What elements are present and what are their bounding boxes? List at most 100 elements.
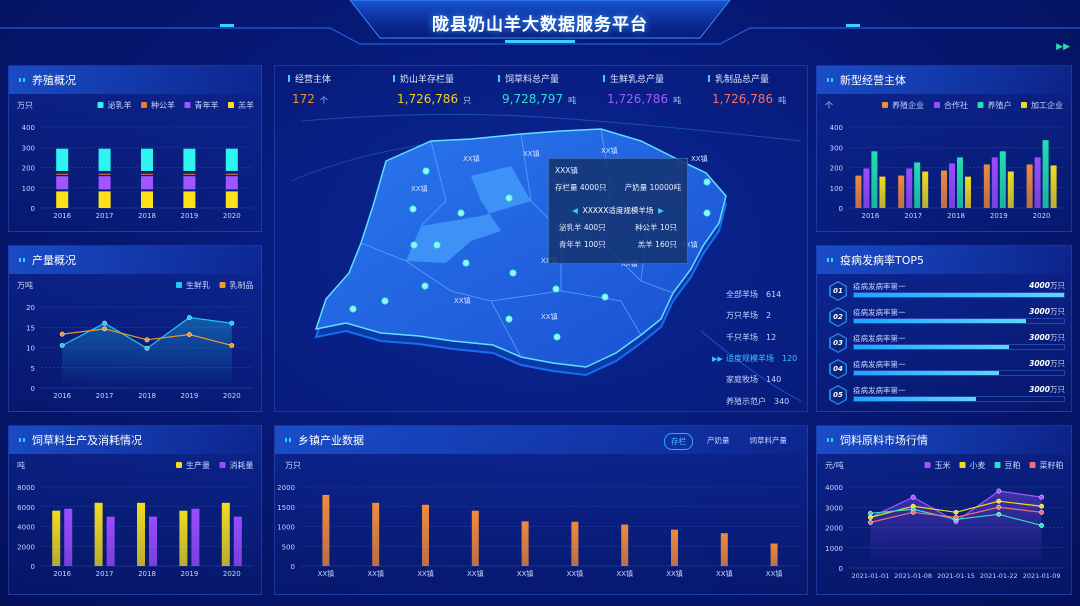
data-point[interactable] [996,511,1002,517]
data-point[interactable] [867,519,873,525]
bar[interactable] [770,543,778,566]
y-tick-label: 2000 [825,525,843,533]
bar[interactable] [137,502,145,566]
data-point[interactable] [996,498,1002,504]
bar-segment[interactable] [183,148,196,171]
bar-segment[interactable] [141,176,153,190]
data-point[interactable] [910,494,916,500]
bar[interactable] [1034,157,1041,208]
bar-segment[interactable] [141,173,153,175]
data-point[interactable] [1039,494,1045,500]
bar[interactable] [855,175,862,208]
bar[interactable] [863,168,870,208]
bar[interactable] [571,521,579,566]
data-point[interactable] [996,488,1002,494]
bar-segment[interactable] [56,191,69,208]
bar[interactable] [991,157,998,208]
farm-type-item[interactable]: 全部羊场 614 [712,284,797,305]
bar[interactable] [149,516,157,566]
county-map[interactable]: XX镇 XX镇 XX镇 XX镇 XX镇 XX镇 XX镇 XX镇 XX镇 XX镇 [275,66,809,413]
bar[interactable] [191,508,200,566]
tab-0[interactable]: 存栏 [664,433,693,450]
bar-segment[interactable] [56,148,69,171]
bar[interactable] [233,516,242,566]
bar-segment[interactable] [183,176,196,190]
bar[interactable] [922,171,929,208]
data-point[interactable] [867,510,873,516]
bar-segment[interactable] [98,191,111,208]
data-point[interactable] [953,514,959,520]
data-point[interactable] [1039,523,1045,528]
data-point[interactable] [102,320,108,326]
data-point[interactable] [186,315,192,320]
bar-segment[interactable] [225,191,238,208]
bar[interactable] [879,176,886,208]
bar-segment[interactable] [141,148,153,171]
bar[interactable] [871,151,878,208]
tab-1[interactable]: 产奶量 [707,436,730,445]
bar[interactable] [914,162,921,208]
data-point[interactable] [144,337,150,343]
data-point[interactable] [59,343,65,348]
bar-segment[interactable] [56,173,69,175]
bar-segment[interactable] [98,173,111,175]
bar[interactable] [372,502,380,566]
bar[interactable] [1050,165,1057,208]
farm-type-item[interactable]: 养殖示范户 340 [712,390,797,411]
bar[interactable] [941,170,947,208]
data-point[interactable] [996,504,1002,510]
bar-segment[interactable] [225,176,238,190]
bar[interactable] [898,175,905,208]
farm-type-item[interactable]: 万只羊场 2 [712,305,797,326]
tab-2[interactable]: 饲草料产量 [749,436,788,445]
data-point[interactable] [910,509,916,515]
bar[interactable] [64,508,73,566]
bar[interactable] [221,502,230,566]
farm-type-item[interactable]: ▶▶ 适度规模羊场 120 [712,348,797,369]
data-point[interactable] [867,514,873,520]
bar-segment[interactable] [225,173,238,175]
bar-segment[interactable] [56,176,69,190]
bar[interactable] [422,504,429,566]
bar[interactable] [179,510,188,566]
bar[interactable] [322,494,330,566]
bar[interactable] [671,529,678,566]
bar[interactable] [906,168,913,208]
bar[interactable] [1026,164,1033,208]
data-point[interactable] [229,320,235,326]
bar[interactable] [720,533,728,566]
farm-type-item[interactable]: 千只羊场 12 [712,327,797,348]
bar-segment[interactable] [98,176,111,190]
data-point[interactable] [229,343,235,348]
data-point[interactable] [1039,509,1045,515]
data-point[interactable] [953,509,959,515]
bar-segment[interactable] [98,148,111,171]
stat-label: 生鲜乳总产量 [603,72,700,85]
data-point[interactable] [186,332,192,337]
bar[interactable] [521,521,529,566]
bar[interactable] [949,163,955,208]
data-point[interactable] [1039,503,1045,509]
data-point[interactable] [102,326,108,332]
bar-segment[interactable] [183,191,196,208]
bar[interactable] [965,176,971,208]
bar-segment[interactable] [225,148,238,171]
bar[interactable] [52,510,61,566]
bar[interactable] [106,516,115,566]
bar-segment[interactable] [183,173,196,175]
data-point[interactable] [144,345,150,351]
next-farm-icon[interactable]: ▶ [658,206,664,215]
bar-segment[interactable] [141,191,153,208]
bar[interactable] [983,164,990,208]
bar[interactable] [1042,140,1049,208]
bar[interactable] [957,157,963,208]
bar[interactable] [471,510,479,566]
data-point[interactable] [59,331,65,337]
bar[interactable] [94,502,103,566]
expand-icon[interactable]: ▶▶ [1056,42,1070,52]
bar[interactable] [999,151,1006,208]
bar[interactable] [621,524,629,566]
bar[interactable] [1007,171,1014,208]
farm-type-item[interactable]: 家庭牧场 140 [712,369,797,390]
prev-farm-icon[interactable]: ◀ [572,206,578,215]
